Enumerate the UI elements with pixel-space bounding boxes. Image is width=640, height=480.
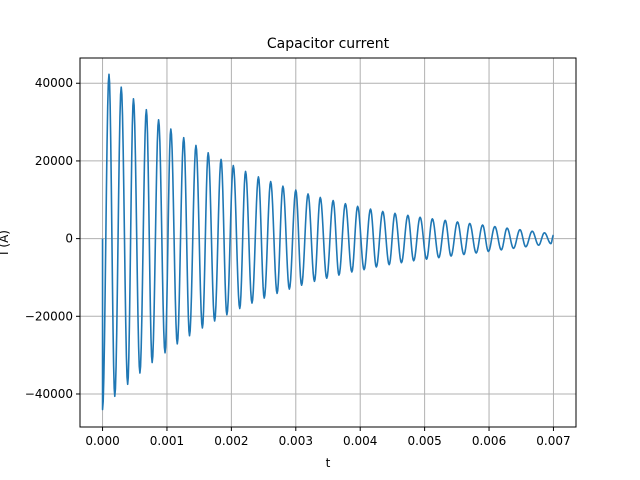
x-tick-label: 0.002 [214, 434, 248, 448]
y-tick-label: 20000 [35, 154, 73, 168]
y-tick-label: 40000 [35, 76, 73, 90]
y-tick-label: 0 [65, 232, 73, 246]
y-tick-label: −20000 [25, 309, 73, 323]
x-tick-label: 0.007 [536, 434, 570, 448]
plot-layer [101, 73, 555, 411]
x-tick-label: 0.000 [85, 434, 119, 448]
grid-layer [80, 58, 576, 427]
x-axis-label: t [326, 456, 331, 470]
chart-title: Capacitor current [267, 36, 390, 52]
series-line [101, 73, 555, 411]
x-tick-label: 0.005 [407, 434, 441, 448]
x-tick-label: 0.003 [279, 434, 313, 448]
tick-layer: 0.000 0.001 0.002 0.003 0.004 0.005 0.006 0.007… [25, 76, 571, 448]
x-tick-label: 0.004 [343, 434, 377, 448]
y-tick-label: −40000 [25, 387, 73, 401]
x-tick-label: 0.001 [150, 434, 184, 448]
axes-frame [79, 57, 577, 428]
y-axis-label: I (A) [0, 230, 11, 255]
x-tick-label: 0.006 [472, 434, 506, 448]
